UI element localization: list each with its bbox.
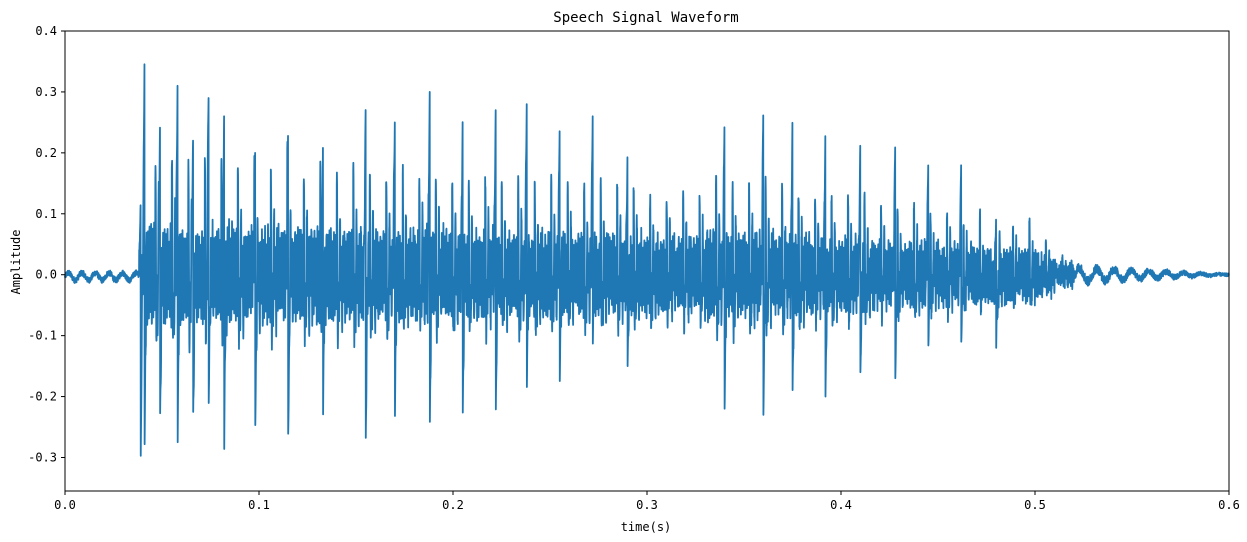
- y-tick-label: -0.2: [28, 390, 57, 404]
- x-axis-label: time(s): [621, 520, 672, 534]
- y-tick-label: 0.1: [35, 207, 57, 221]
- chart-title: Speech Signal Waveform: [553, 10, 738, 26]
- y-tick-label: 0.4: [35, 24, 57, 38]
- x-tick-label: 0.2: [442, 498, 464, 512]
- y-tick-label: 0.0: [35, 268, 57, 282]
- y-tick-label: 0.2: [35, 146, 57, 160]
- x-tick-label: 0.3: [636, 498, 658, 512]
- y-tick-label: 0.3: [35, 85, 57, 99]
- x-tick-label: 0.4: [830, 498, 852, 512]
- x-tick-label: 0.6: [1218, 498, 1240, 512]
- y-axis-label: Amplitude: [9, 229, 23, 294]
- plot-area: [64, 63, 1230, 457]
- y-tick-label: -0.3: [28, 450, 57, 464]
- x-tick-label: 0.5: [1024, 498, 1046, 512]
- x-axis: 0.0 0.1 0.2 0.3 0.4 0.5 0.6: [54, 491, 1240, 512]
- x-tick-label: 0.1: [248, 498, 270, 512]
- y-tick-label: -0.1: [28, 329, 57, 343]
- waveform-line: [64, 63, 1230, 457]
- x-tick-label: 0.0: [54, 498, 76, 512]
- y-axis: -0.3 -0.2 -0.1 0.0 0.1 0.2 0.3 0.4: [28, 24, 65, 464]
